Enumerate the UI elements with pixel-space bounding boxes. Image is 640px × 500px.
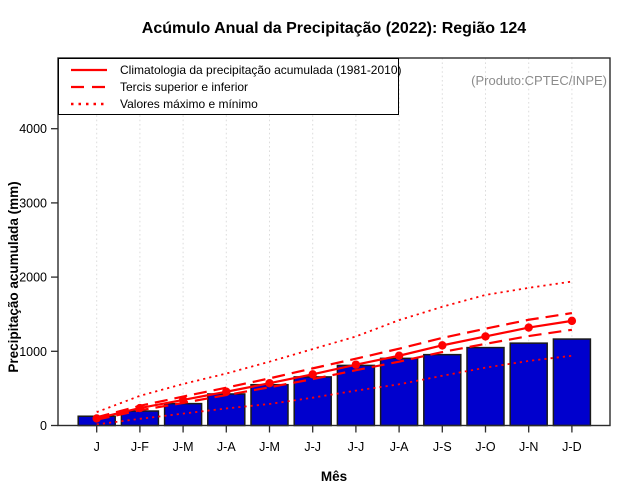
x-tick-label: J-M xyxy=(259,440,280,454)
y-tick-label: 0 xyxy=(40,419,47,433)
bar-month-J-S xyxy=(423,353,462,427)
legend-label: Tercis superior e inferior xyxy=(120,79,249,94)
dashed-line-swatch-icon xyxy=(71,85,107,88)
line-dashed-2 xyxy=(96,328,573,421)
chart-legend: Climatologia da precipitação acumulada (… xyxy=(58,58,402,115)
x-tick-label: J-J xyxy=(304,440,321,454)
solid-line-swatch-icon xyxy=(71,68,107,71)
line-solid-0 xyxy=(96,319,573,420)
x-tick-label: J-A xyxy=(217,440,236,454)
climatology-point xyxy=(481,332,490,341)
x-tick-label: J-N xyxy=(519,440,538,454)
climatology-point xyxy=(265,379,274,388)
x-tick-label: J-S xyxy=(433,440,452,454)
product-source-note: (Produto:CPTEC/INPE) xyxy=(471,73,607,88)
bar-month-J-D xyxy=(552,338,592,427)
bar-month-J-M xyxy=(250,383,289,427)
legend-label: Climatologia da precipitação acumulada (… xyxy=(120,62,402,77)
climatology-point xyxy=(308,370,317,379)
y-tick-label: 1000 xyxy=(19,345,47,359)
climatology-point xyxy=(222,387,231,396)
legend-item-climatology: Climatologia da precipitação acumulada (… xyxy=(70,62,402,78)
climatology-point xyxy=(567,316,577,326)
x-tick-label: J-F xyxy=(131,440,149,454)
climatology-point xyxy=(351,360,361,369)
y-tick-label: 4000 xyxy=(19,122,47,136)
y-axis-title: Precipitação acumulada (mm) xyxy=(6,181,21,372)
climatology-point xyxy=(92,414,101,423)
y-tick-label: 3000 xyxy=(19,196,47,210)
legend-item-maxmin: Valores máximo e mínimo xyxy=(70,96,398,112)
bar-month-J-N xyxy=(509,342,548,427)
legend-item-terciles: Tercis superior e inferior xyxy=(70,79,398,95)
climatology-point xyxy=(438,341,447,350)
x-tick-label: J xyxy=(94,440,100,454)
x-tick-label: J-J xyxy=(348,440,365,454)
x-tick-label: J-O xyxy=(475,440,495,454)
legend-label: Valores máximo e mínimo xyxy=(120,96,258,111)
bar-month-J-J xyxy=(336,364,376,427)
dotted-line-swatch-icon xyxy=(71,102,107,105)
bar-month-J-O xyxy=(466,346,505,427)
x-tick-label: J-A xyxy=(390,440,409,454)
climatology-point xyxy=(135,403,145,413)
bar-month-J-A xyxy=(207,393,246,427)
chart-title: Acúmulo Anual da Precipitação (2022): Re… xyxy=(141,20,527,37)
climatology-point xyxy=(178,395,188,405)
x-axis-title: Mês xyxy=(321,469,347,484)
y-tick-label: 2000 xyxy=(19,271,47,285)
bar-month-J-M xyxy=(163,402,203,427)
bar-month-J-A xyxy=(379,357,419,427)
bar-month-J-J xyxy=(293,376,332,427)
climatology-point xyxy=(394,351,404,360)
x-tick-label: J-D xyxy=(562,440,581,454)
x-tick-label: J-M xyxy=(173,440,194,454)
climatology-point xyxy=(524,323,533,332)
line-dashed-1 xyxy=(96,311,573,419)
